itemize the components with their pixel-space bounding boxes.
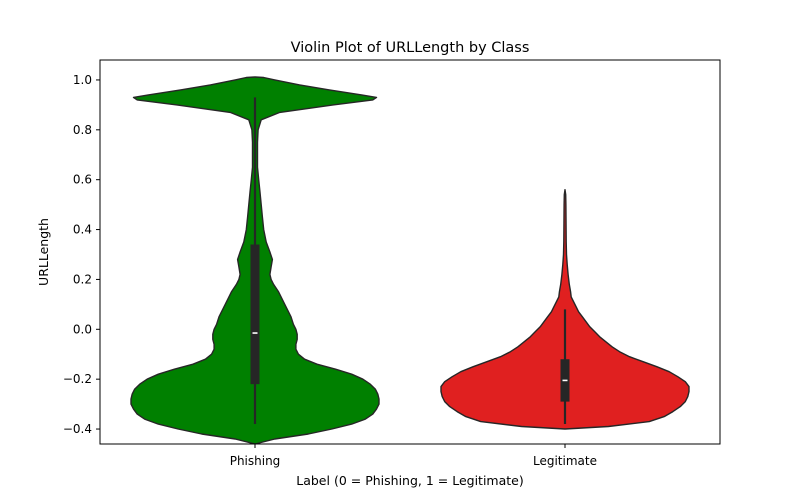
y-tick-label: 0.4 (73, 223, 92, 237)
x-tick-label: Legitimate (533, 454, 597, 468)
x-axis: Phishing Legitimate (230, 444, 597, 468)
boxes-layer (250, 97, 570, 425)
y-axis: −0.4 −0.2 0.0 0.2 0.4 0.6 0.8 1.0 (63, 73, 100, 436)
y-tick-label: −0.2 (63, 372, 92, 386)
chart-title: Violin Plot of URLLength by Class (291, 40, 530, 56)
y-tick-label: 1.0 (73, 73, 92, 87)
y-axis-label: URLLength (36, 218, 51, 286)
violin-legitimate (440, 189, 690, 430)
y-tick-label: −0.4 (63, 422, 92, 436)
violins-layer (130, 76, 690, 445)
x-axis-label: Label (0 = Phishing, 1 = Legitimate) (296, 473, 523, 488)
x-tick-label: Phishing (230, 454, 281, 468)
y-tick-label: 0.0 (73, 322, 92, 336)
y-tick-label: 0.2 (73, 272, 92, 286)
plot-frame (99, 59, 721, 445)
iqr-box-phishing (250, 244, 260, 385)
y-tick-label: 0.6 (73, 173, 92, 187)
y-tick-label: 0.8 (73, 123, 92, 137)
